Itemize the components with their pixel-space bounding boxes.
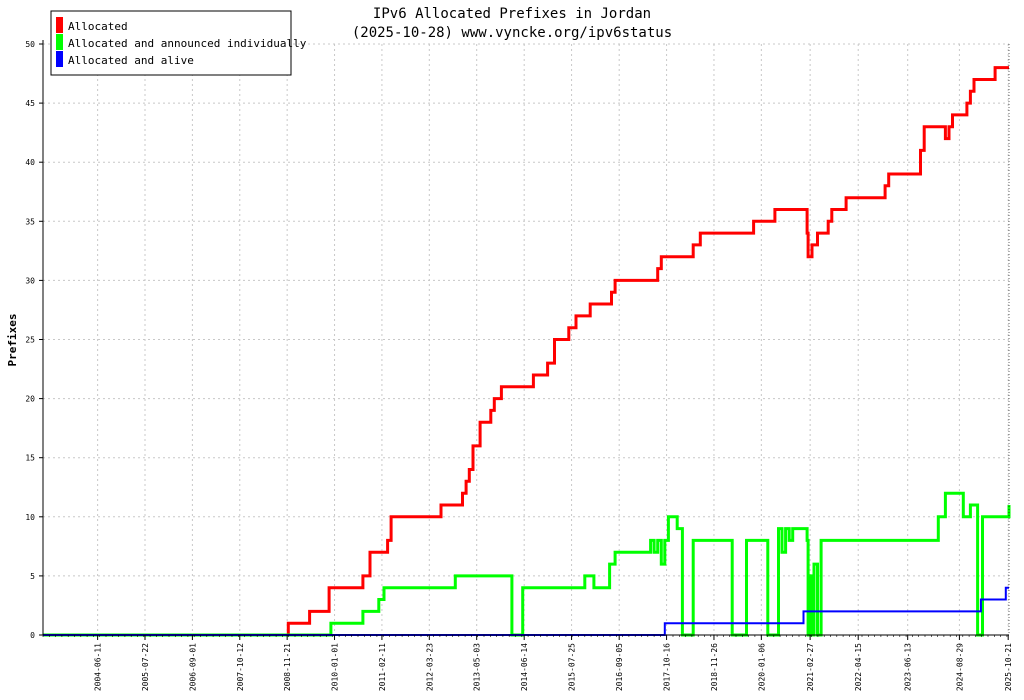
y-tick-label: 10 — [25, 513, 35, 522]
x-tick-label: 2023-06-13 — [904, 643, 913, 691]
y-tick-label: 40 — [25, 158, 35, 167]
legend: Allocated Allocated and announced indivi… — [50, 10, 307, 76]
chart-title: IPv6 Allocated Prefixes in Jordan — [373, 6, 651, 22]
y-tick-label: 50 — [25, 40, 35, 49]
legend-swatch-allocated — [56, 17, 63, 33]
axes — [39, 40, 1010, 640]
x-tick-label: 2025-10-21 — [1004, 643, 1013, 691]
legend-swatch-alive — [56, 51, 63, 67]
x-tick-label: 2017-10-16 — [663, 643, 672, 691]
y-tick-label: 20 — [25, 395, 35, 404]
legend-label-alive: Allocated and alive — [68, 54, 194, 67]
x-tick-label: 2006-09-01 — [188, 643, 197, 691]
y-tick-label: 25 — [25, 336, 35, 345]
y-tick-label: 15 — [25, 454, 35, 463]
x-tick-label: 2018-11-26 — [710, 643, 719, 691]
chart-subtitle: (2025-10-28) www.vyncke.org/ipv6status — [352, 25, 672, 41]
legend-label-allocated: Allocated — [68, 20, 128, 33]
x-tick-label: 2004-06-11 — [94, 643, 103, 691]
legend-swatch-announced — [56, 34, 63, 50]
grid — [43, 43, 1009, 635]
x-tick-label: 2008-11-21 — [283, 643, 292, 691]
tick-labels: 0 5 10 15 20 25 30 35 40 45 50 2004-06-11 2005-07-22… — [25, 40, 1013, 691]
x-tick-label: 2015-07-25 — [568, 643, 577, 691]
y-axis-label: Prefixes — [6, 314, 19, 367]
legend-box — [50, 10, 292, 76]
y-tick-label: 35 — [25, 217, 35, 226]
x-tick-label: 2020-01-06 — [757, 643, 766, 691]
x-tick-label: 2011-02-11 — [378, 643, 387, 691]
x-tick-label: 2022-04-15 — [854, 643, 863, 691]
x-tick-label: 2012-03-23 — [425, 643, 434, 691]
x-tick-label: 2010-01-01 — [331, 643, 340, 691]
y-tick-label: 5 — [30, 572, 35, 581]
x-tick-label: 2024-08-29 — [955, 643, 964, 691]
x-tick-label: 2013-05-03 — [473, 643, 482, 691]
x-tick-label: 2016-09-05 — [615, 643, 624, 691]
x-tick-label: 2014-06-14 — [520, 643, 529, 691]
y-tick-label: 45 — [25, 99, 35, 108]
x-tick-label: 2007-10-12 — [236, 643, 245, 691]
y-tick-label: 30 — [25, 276, 35, 285]
y-tick-label: 0 — [30, 631, 35, 640]
series-line-alive — [43, 586, 1009, 636]
series-line-allocated — [43, 66, 1009, 637]
x-tick-label: 2005-07-22 — [141, 643, 150, 691]
x-tick-label: 2021-02-27 — [806, 643, 815, 691]
legend-label-announced: Allocated and announced individually — [68, 37, 307, 50]
